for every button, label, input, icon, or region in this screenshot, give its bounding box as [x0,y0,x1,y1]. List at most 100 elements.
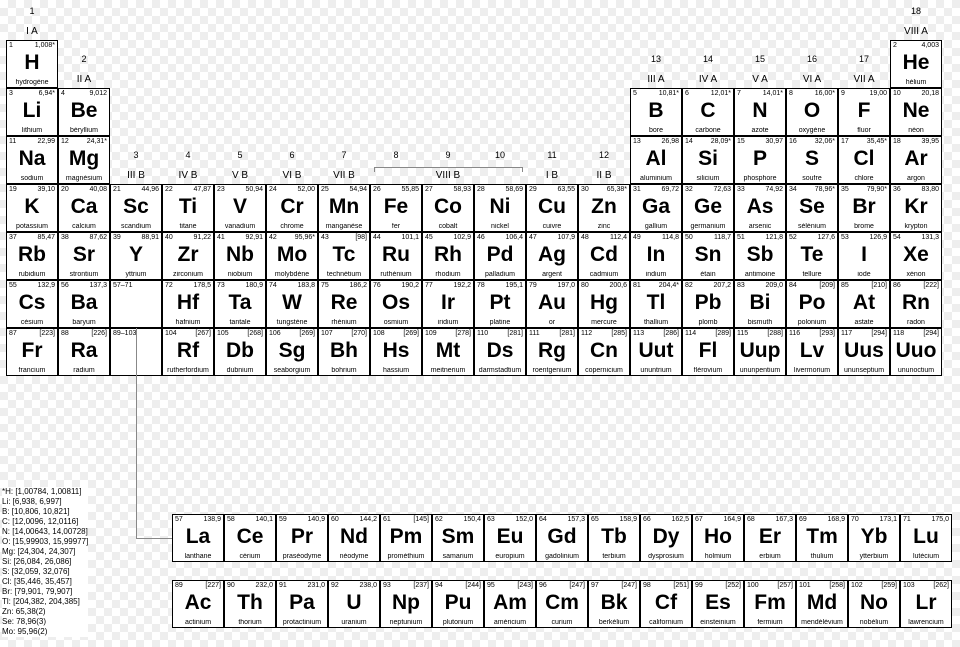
element-symbol: Rb [7,244,57,265]
atomic-mass: 167,3 [775,516,793,523]
element-Ir: 77192,2Iriridium [422,280,474,328]
element-symbol: H [7,52,57,73]
atomic-mass: [257] [777,582,793,589]
f-block-placeholder: 57–71 [110,280,162,328]
atomic-number: 83 [737,282,745,289]
atomic-mass: 12,01* [711,90,731,97]
atomic-mass: 54,94 [349,186,367,193]
element-symbol: Sn [683,244,733,265]
element-name: erbium [745,553,795,560]
group-number-14: 14 [682,54,734,64]
element-symbol: Nb [215,244,265,265]
atomic-mass: 4,003 [921,42,939,49]
element-name: indium [631,271,681,278]
atomic-number: 39 [113,234,121,241]
atomic-number: 22 [165,186,173,193]
atomic-mass: 20,18 [921,90,939,97]
element-Rf: 104[267]Rfrutherfordium [162,328,214,376]
element-name: néodyme [329,553,379,560]
atomic-number: 48 [581,234,589,241]
element-symbol: Fe [371,196,421,217]
atomic-mass: 9,012 [89,90,107,97]
element-symbol: Tl [631,292,681,313]
group-number-18: 18 [890,6,942,16]
element-name: soufre [787,175,837,182]
atomic-mass: [281] [559,330,575,337]
element-symbol: Hf [163,292,213,313]
element-name: titane [163,223,213,230]
element-Al: 1326,98Alaluminium [630,136,682,184]
atomic-mass: 10,81* [659,90,679,97]
atomic-number: 43 [321,234,329,241]
atomic-number: 67 [695,516,703,523]
element-name: thorium [225,619,275,626]
element-name: manganèse [319,223,369,230]
element-symbol: Pa [277,592,327,613]
element-Hs: 108[269]Hshassium [370,328,422,376]
element-symbol: Ce [225,526,275,547]
element-Fm: 100[257]Fmfermium [744,580,796,628]
element-symbol: Pm [381,526,431,547]
note-line: S: [32,059, 32,076] [2,567,88,577]
atomic-number: 117 [841,330,852,337]
element-name: osmium [371,319,421,326]
element-symbol: Nd [329,526,379,547]
element-symbol: Xe [891,244,941,265]
atomic-mass: [267] [195,330,211,337]
atomic-number: 75 [321,282,329,289]
atomic-number: 3 [9,90,13,97]
atomic-number: 32 [685,186,693,193]
atomic-number: 27 [425,186,433,193]
atomic-number: 47 [529,234,537,241]
atomic-mass: [251] [673,582,689,589]
element-symbol: Bk [589,592,639,613]
element-name: thallium [631,319,681,326]
element-name: magnésium [59,175,109,182]
element-name: niobium [215,271,265,278]
element-symbol: Pb [683,292,733,313]
atomic-number: 78 [477,282,485,289]
element-symbol: Tc [319,244,369,265]
element-Cd: 48112,4Cdcadmium [578,232,630,280]
atomic-mass: 58,69 [505,186,523,193]
element-Lu: 71175,0Lulutécium [900,514,952,562]
group-number-9: 9 [422,150,474,160]
element-symbol: Ge [683,196,733,217]
element-name: argon [891,175,941,182]
element-name: néon [891,127,941,134]
group-roman: VII A [838,74,890,85]
element-symbol: Ds [475,340,525,361]
group-roman: II A [58,74,110,85]
atomic-mass: 14,01* [763,90,783,97]
element-Re: 75186,2Rerhénium [318,280,370,328]
atomic-number: 38 [61,234,69,241]
element-Fe: 2655,85Fefer [370,184,422,232]
element-Na: 1122,99Nasodium [6,136,58,184]
element-symbol: Li [7,100,57,121]
atomic-mass: [294] [871,330,887,337]
group-roman: V B [214,170,266,181]
note-line: Zn: 65,38(2) [2,607,88,617]
element-Ce: 58140,1Cecérium [224,514,276,562]
atomic-mass: [226] [91,330,107,337]
atomic-mass: 65,38* [607,186,627,193]
element-Cs: 55132,9Cscésium [6,280,58,328]
group-number-3: 3 [110,150,162,160]
atomic-mass: 164,9 [723,516,741,523]
element-I: 53126,9Iiode [838,232,890,280]
atomic-number: 26 [373,186,381,193]
atomic-mass: 232,0 [255,582,273,589]
atomic-number: 113 [633,330,644,337]
atomic-number: 111 [529,330,540,337]
group-roman: V A [734,74,786,85]
atomic-mass: [294] [923,330,939,337]
element-Pt: 78195,1Ptplatine [474,280,526,328]
element-Bk: 97[247]Bkberkélium [588,580,640,628]
atomic-mass: [243] [517,582,533,589]
atomic-number: 51 [737,234,745,241]
element-name: tellure [787,271,837,278]
element-symbol: Ne [891,100,941,121]
element-Ds: 110[281]Dsdarmstadtium [474,328,526,376]
group-roman: I B [526,170,578,181]
atomic-number: 57 [175,516,183,523]
